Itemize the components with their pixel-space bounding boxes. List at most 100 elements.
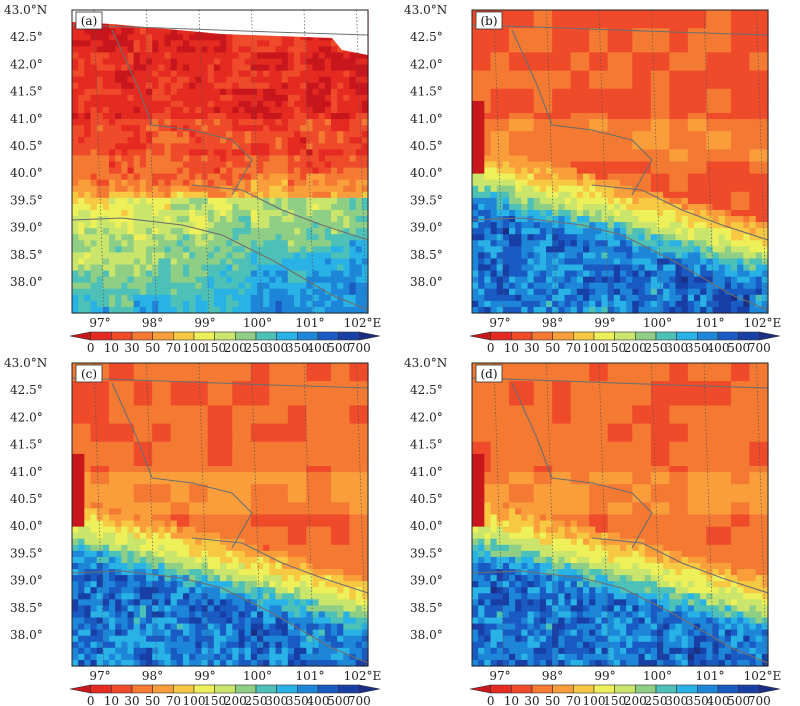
field-cell: [657, 246, 664, 253]
field-cell: [724, 76, 732, 84]
lon-tick-label: 100°: [243, 316, 272, 330]
field-cell: [737, 82, 744, 90]
lat-tick-label: 39.5°: [410, 193, 443, 207]
field-cell: [638, 149, 646, 157]
field-cell: [257, 179, 264, 187]
field-cell: [158, 40, 166, 47]
field-cell: [620, 106, 627, 114]
field-cell: [539, 167, 547, 175]
field-cell: [115, 64, 122, 72]
field-cell: [694, 16, 701, 23]
field-cell: [632, 34, 640, 41]
field-cell: [84, 28, 92, 35]
field-cell: [170, 155, 178, 163]
field-cell: [294, 131, 301, 138]
field-cell: [490, 161, 498, 169]
field-cell: [687, 70, 695, 78]
field-cell: [312, 161, 320, 169]
field-cell: [164, 131, 172, 138]
field-cell: [244, 131, 252, 138]
field-cell: [644, 10, 652, 17]
field-cell: [324, 264, 332, 272]
field-cell: [312, 276, 320, 284]
field-cell: [737, 252, 744, 260]
field-cell: [527, 70, 535, 78]
field-cell: [152, 131, 159, 138]
field-cell: [632, 16, 640, 23]
field-cell: [152, 46, 159, 54]
field-cell: [361, 76, 369, 84]
field-cell: [589, 173, 596, 181]
field-cell: [294, 64, 301, 72]
field-cell: [183, 143, 190, 150]
field-cell: [669, 94, 677, 102]
field-cell: [133, 70, 141, 78]
field-cell: [724, 94, 732, 102]
field-cell: [509, 100, 516, 108]
field-cell: [232, 131, 240, 138]
field-cell: [195, 258, 203, 266]
field-cell: [737, 155, 744, 163]
field-cell: [539, 282, 547, 290]
field-cell: [521, 76, 529, 84]
field-cell: [743, 270, 751, 278]
field-cell: [515, 149, 522, 157]
field-cell: [201, 294, 209, 302]
field-cell: [694, 137, 701, 144]
field-cell: [749, 167, 757, 175]
field-cell: [139, 197, 147, 205]
field-cell: [133, 94, 141, 102]
field-cell: [349, 185, 357, 193]
field-cell: [90, 70, 98, 78]
field-cell: [349, 143, 357, 150]
field-cell: [638, 179, 646, 187]
field-cell: [718, 258, 726, 266]
field-cell: [583, 82, 590, 90]
field-cell: [232, 46, 240, 54]
field-cell: [484, 252, 492, 260]
field-cell: [620, 234, 627, 241]
field-cell: [731, 16, 738, 23]
field-cell: [663, 16, 670, 23]
field-cell: [146, 64, 153, 72]
field-cell: [109, 246, 116, 253]
field-cell: [331, 119, 338, 126]
field-cell: [515, 131, 522, 138]
field-cell: [570, 143, 578, 150]
field-cell: [650, 185, 658, 193]
field-cell: [287, 240, 295, 247]
field-cell: [718, 300, 726, 308]
field-cell: [472, 70, 479, 78]
field-cell: [484, 76, 492, 84]
field-cell: [583, 264, 590, 272]
field-cell: [133, 282, 141, 290]
lat-tick-label: 39.0°: [410, 221, 443, 235]
field-cell: [281, 106, 289, 114]
field-cell: [490, 143, 498, 150]
field-cell: [644, 100, 652, 108]
field-cell: [164, 306, 172, 314]
field-cell: [478, 52, 485, 60]
field-cell: [570, 64, 578, 72]
field-cell: [355, 106, 363, 114]
field-cell: [183, 100, 190, 108]
field-cell: [195, 252, 203, 260]
field-cell: [331, 246, 338, 253]
field-cell: [176, 113, 184, 120]
field-cell: [595, 113, 603, 120]
field-cell: [361, 270, 369, 278]
field-cell: [570, 119, 578, 126]
field-cell: [724, 209, 732, 217]
field-cell: [152, 185, 159, 193]
field-cell: [669, 137, 677, 144]
field-cell: [650, 58, 658, 66]
field-cell: [152, 216, 159, 223]
field-cell: [718, 46, 726, 54]
field-cell: [275, 64, 283, 72]
field-cell: [300, 276, 307, 284]
field-cell: [232, 228, 240, 235]
field-cell: [496, 46, 504, 54]
field-cell: [552, 88, 559, 96]
field-cell: [638, 264, 646, 272]
field-cell: [300, 149, 307, 157]
